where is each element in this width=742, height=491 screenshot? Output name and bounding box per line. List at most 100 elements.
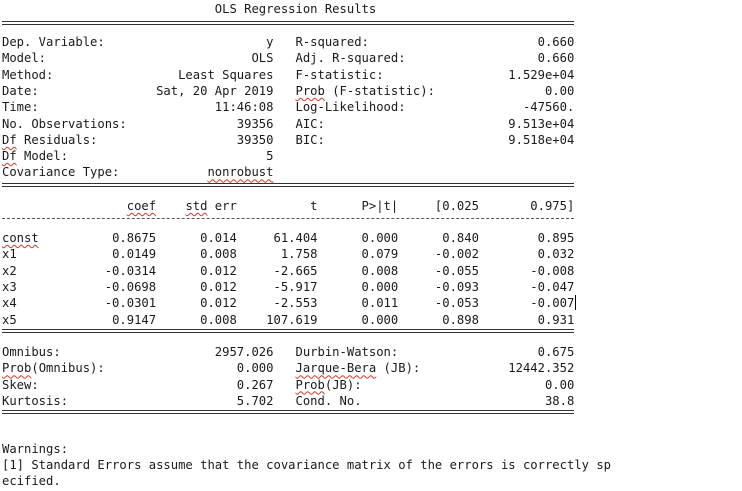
coef-row-cell: -0.008 <box>530 263 575 278</box>
summary-left-label: Method: <box>2 67 54 82</box>
coef-row-cell: -2.553 <box>273 296 318 311</box>
coef-row-name: x4 <box>2 296 17 311</box>
dashed-divider <box>2 218 575 219</box>
summary-left-label: Df Model: <box>2 149 69 164</box>
diag-right-value: 0.675 <box>537 345 575 359</box>
coef-row-cell: 1.758 <box>280 247 318 262</box>
summary-right-value: -47560. <box>522 100 575 115</box>
coef-row-cell: 0.000 <box>361 279 399 294</box>
coef-row-cell: 0.931 <box>537 312 575 327</box>
coef-row-cell: -0.007 <box>530 296 575 311</box>
summary-left-value: Sat, 20 Apr 2019 <box>156 83 274 98</box>
summary-right-label: AIC: <box>295 116 325 131</box>
coef-row-cell: 0.9147 <box>112 312 157 327</box>
coef-row-cell: 0.000 <box>361 231 399 245</box>
summary-right-label: Adj. R-squared: <box>295 51 406 66</box>
coef-row-cell: 0.008 <box>200 247 237 262</box>
coef-row-cell: -0.053 <box>434 296 479 311</box>
warnings-text: [1] Standard Errors assume that the cova… <box>2 458 612 472</box>
diag-right-value: 12442.352 <box>508 361 575 376</box>
summary-left-label: No. Observations: <box>2 116 127 131</box>
summary-left-value: OLS <box>251 51 274 66</box>
coef-row-cell: -2.665 <box>273 263 318 278</box>
coef-row-cell: 0.008 <box>361 263 399 278</box>
coef-row-cell: 0.012 <box>200 296 237 311</box>
diag-right-label: Cond. No. <box>295 393 362 408</box>
double-divider <box>2 183 575 187</box>
warnings-heading: Warnings: <box>2 442 69 456</box>
coef-table-header: P>|t| <box>361 199 399 213</box>
summary-left-label: Df Residuals: <box>2 132 98 147</box>
coef-row-cell: -0.0698 <box>104 279 157 294</box>
summary-left-value: nonrobust <box>207 165 274 180</box>
coef-row-cell: 0.032 <box>537 247 575 262</box>
coef-row-name: x3 <box>2 279 17 294</box>
diag-right-value: 38.8 <box>544 393 575 408</box>
coef-row-cell: 0.895 <box>537 231 575 245</box>
summary-left-value: 39350 <box>236 132 274 147</box>
summary-right-label: R-squared: <box>295 35 369 49</box>
coef-row-cell: -5.917 <box>273 279 318 294</box>
coef-row-cell: -0.093 <box>434 279 479 294</box>
warnings-text: ecified. <box>2 474 61 488</box>
summary-left-label: Dep. Variable: <box>2 35 105 49</box>
summary-right-value: 1.529e+04 <box>508 67 575 82</box>
coef-row-cell: 0.014 <box>200 231 237 245</box>
diag-left-label: Omnibus: <box>2 345 61 359</box>
coef-row-cell: 107.619 <box>266 312 318 327</box>
coef-table-header: std err <box>185 199 237 213</box>
diag-left-value: 2957.026 <box>214 345 274 359</box>
summary-right-value: 9.513e+04 <box>508 116 575 131</box>
summary-left-label: Time: <box>2 100 39 115</box>
text-cursor <box>575 295 577 311</box>
diag-right-label: Durbin-Watson: <box>295 345 399 359</box>
coef-row-cell: 0.840 <box>442 231 479 245</box>
double-divider <box>2 329 575 333</box>
summary-right-value: 0.00 <box>544 83 575 98</box>
summary-right-value: 9.518e+04 <box>508 132 575 147</box>
coef-row-cell: 0.008 <box>200 312 237 327</box>
diag-right-label: Prob(JB): <box>295 377 362 392</box>
coef-row-cell: -0.047 <box>530 279 575 294</box>
summary-right-value: 0.660 <box>537 35 575 49</box>
coef-row-cell: 0.898 <box>442 312 479 327</box>
diag-left-label: Prob(Omnibus): <box>2 361 105 376</box>
coef-row-cell: -0.0314 <box>104 263 157 278</box>
diag-right-label: Jarque-Bera (JB): <box>295 361 421 376</box>
summary-left-value: 5 <box>266 149 274 164</box>
summary-right-label: Log-Likelihood: <box>295 100 406 115</box>
coef-row-cell: 0.012 <box>200 279 237 294</box>
page-title: OLS Regression Results <box>214 2 377 16</box>
coef-row-cell: 0.012 <box>200 263 237 278</box>
coef-row-cell: 61.404 <box>273 231 318 245</box>
coef-table-header: [0.025 <box>434 199 479 213</box>
diag-left-value: 0.000 <box>236 361 274 376</box>
coef-table-header: 0.975] <box>530 199 575 213</box>
summary-right-value: 0.660 <box>537 51 575 66</box>
summary-left-value: 11:46:08 <box>214 100 274 115</box>
coef-row-cell: 0.079 <box>361 247 399 262</box>
coef-row-cell: 0.000 <box>361 312 399 327</box>
coef-row-cell: -0.002 <box>434 247 479 262</box>
coef-row-cell: 0.0149 <box>112 247 157 262</box>
diag-left-label: Kurtosis: <box>2 393 69 408</box>
coef-row-name: x2 <box>2 263 17 278</box>
summary-left-label: Model: <box>2 51 47 66</box>
diag-left-label: Skew: <box>2 377 39 392</box>
coef-table-header: coef <box>126 199 157 213</box>
summary-left-value: 39356 <box>236 116 274 131</box>
double-divider <box>2 21 575 25</box>
summary-right-label: Prob (F-statistic): <box>295 83 435 98</box>
coef-row-cell: 0.8675 <box>112 231 157 245</box>
coef-row-cell: 0.011 <box>361 296 399 311</box>
summary-left-label: Covariance Type: <box>2 165 120 180</box>
summary-left-value: Least Squares <box>178 67 274 82</box>
diag-right-value: 0.00 <box>544 377 575 392</box>
diag-left-value: 0.267 <box>236 377 274 392</box>
coef-row-cell: -0.0301 <box>104 296 157 311</box>
summary-right-label: F-statistic: <box>295 67 384 82</box>
diag-left-value: 5.702 <box>236 393 274 408</box>
coef-row-cell: -0.055 <box>434 263 479 278</box>
summary-left-value: y <box>266 35 274 49</box>
coef-table-header: t <box>310 199 318 213</box>
